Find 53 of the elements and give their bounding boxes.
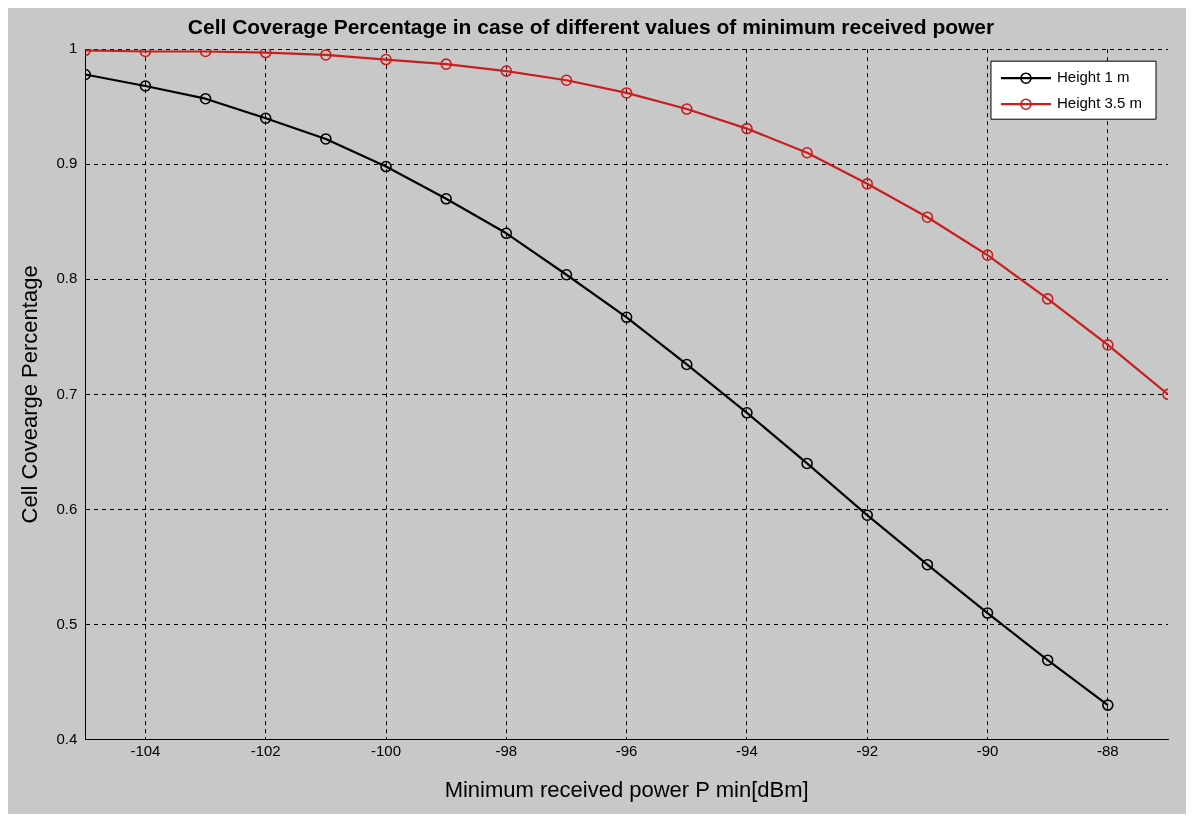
point <box>440 58 452 70</box>
point <box>1102 339 1114 351</box>
point <box>380 160 392 173</box>
point <box>680 103 693 115</box>
x-tick-label: -90 <box>976 741 999 759</box>
legend-label: Height 3.5 m <box>1056 94 1143 112</box>
point <box>741 407 753 419</box>
y-tick-label: 0.7 <box>56 384 78 402</box>
point <box>861 178 874 190</box>
chart-title: Cell Coverage Percentage in case of different values of minimum received power <box>187 15 995 39</box>
x-tick-label: -96 <box>615 741 638 759</box>
x-tick-label: -92 <box>856 741 879 759</box>
point <box>500 65 513 77</box>
y-tick-label: 0.4 <box>56 729 78 747</box>
y-tick-label: 0.9 <box>56 154 78 172</box>
point <box>981 607 994 619</box>
point <box>1041 293 1054 305</box>
x-tick-label: -94 <box>736 741 758 759</box>
point <box>320 49 332 61</box>
point <box>921 211 934 223</box>
y-tick-label: 0.8 <box>56 269 78 287</box>
point <box>620 87 633 99</box>
point <box>259 112 272 125</box>
x-tick-label: -100 <box>371 741 402 759</box>
x-tick-label: -88 <box>1097 741 1119 759</box>
point <box>560 74 573 87</box>
point <box>380 53 392 66</box>
point <box>500 227 513 240</box>
legend-label: Height 1 m <box>1056 68 1130 86</box>
point <box>199 92 212 105</box>
y-tick-label: 0.6 <box>56 499 78 517</box>
point <box>1102 699 1114 711</box>
point <box>139 80 152 92</box>
y-tick-label: 1 <box>68 39 78 57</box>
x-axis-title: Minimum received power P min[dBm] <box>444 776 809 802</box>
point <box>620 311 633 324</box>
point <box>801 457 813 470</box>
point <box>680 358 693 371</box>
y-tick-label: 0.5 <box>56 614 78 632</box>
point <box>440 192 452 205</box>
point <box>861 509 874 522</box>
point <box>921 558 934 571</box>
point <box>259 49 272 59</box>
point <box>741 122 753 135</box>
x-tick-label: -98 <box>495 741 518 759</box>
point <box>560 268 573 281</box>
point <box>1041 654 1054 666</box>
x-tick-label: -104 <box>130 741 161 759</box>
point <box>981 249 994 261</box>
point <box>801 146 813 159</box>
point <box>320 133 332 145</box>
y-axis-title: Cell Covearge Percentage <box>17 265 43 524</box>
x-tick-label: -102 <box>250 741 281 759</box>
